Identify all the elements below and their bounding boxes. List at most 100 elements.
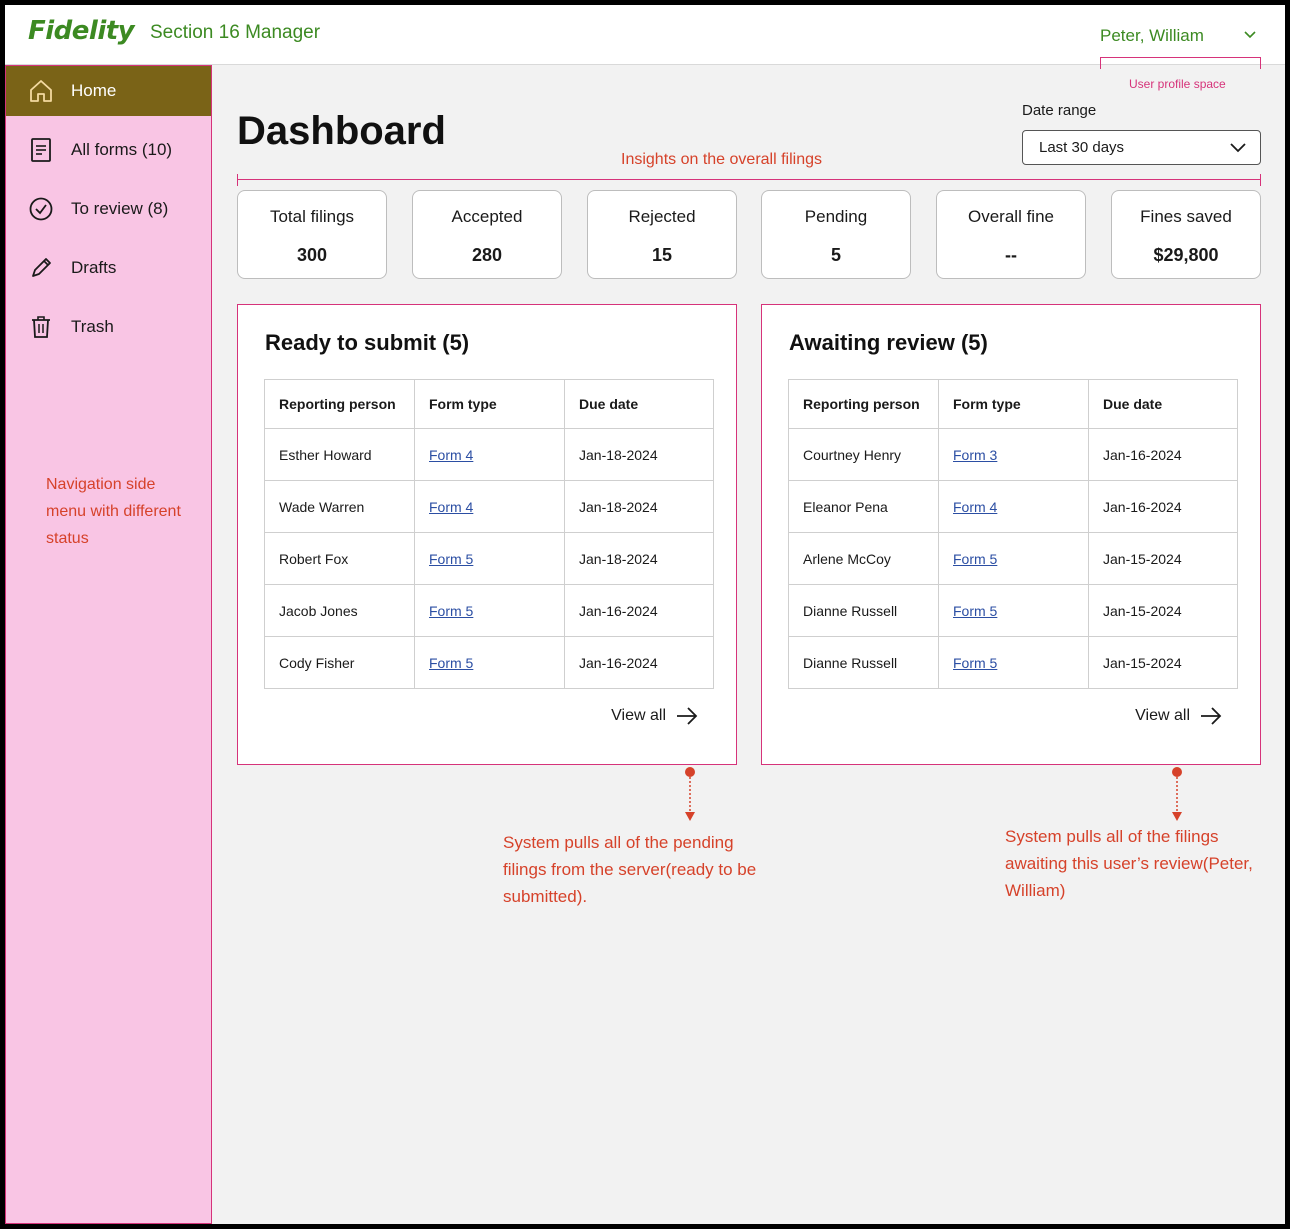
reporting-person-cell: Courtney Henry	[788, 428, 939, 481]
table-row: Jacob Jones Form 5 Jan-16-2024	[264, 584, 714, 637]
sidebar-item-to-review[interactable]: To review (8)	[6, 184, 211, 234]
document-icon	[28, 137, 54, 163]
awaiting-review-annotation-note: System pulls all of the filings awaiting…	[1005, 827, 1253, 900]
top-header: Fidelity Section 16 Manager Peter, Willi…	[5, 5, 1285, 65]
due-date-cell: Jan-18-2024	[564, 428, 714, 481]
date-range-value: Last 30 days	[1039, 139, 1125, 156]
user-profile-menu[interactable]: Peter, William	[1100, 26, 1204, 46]
table-row: Dianne Russell Form 5 Jan-15-2024	[788, 584, 1238, 637]
form-link[interactable]: Form 5	[429, 550, 474, 567]
stat-label: Total filings	[269, 207, 355, 226]
sidebar-item-trash[interactable]: Trash	[6, 302, 211, 352]
form-type-cell: Form 5	[938, 532, 1089, 585]
pencil-icon	[28, 255, 54, 281]
table-row: Robert Fox Form 5 Jan-18-2024	[264, 532, 714, 585]
due-date-cell: Jan-16-2024	[1088, 480, 1238, 533]
form-link[interactable]: Form 4	[953, 498, 998, 515]
column-header: Due date	[1088, 379, 1238, 429]
sidebar-item-home[interactable]: Home	[6, 66, 211, 116]
form-link[interactable]: Form 4	[429, 498, 474, 515]
form-link[interactable]: Form 4	[429, 446, 474, 463]
stat-label: Pending	[804, 207, 868, 226]
reporting-person-cell: Robert Fox	[264, 532, 415, 585]
view-all-button[interactable]: View all	[611, 707, 698, 725]
form-type-cell: Form 4	[938, 480, 1089, 533]
sidebar-item-label: Drafts	[71, 258, 117, 277]
form-link[interactable]: Form 5	[953, 550, 998, 567]
form-type-cell: Form 5	[938, 636, 1089, 689]
form-type-cell: Form 5	[414, 584, 565, 637]
sidebar-annotation-note: Navigation side menu with different stat…	[46, 476, 181, 547]
awaiting-review-table: Reporting person Form type Due date Cour…	[788, 379, 1238, 689]
table-row: Dianne Russell Form 5 Jan-15-2024	[788, 636, 1238, 689]
reporting-person-cell: Arlene McCoy	[788, 532, 939, 585]
home-icon	[28, 78, 54, 104]
stat-value: 15	[651, 245, 673, 265]
sidebar-item-all-forms[interactable]: All forms (10)	[6, 125, 211, 175]
due-date-cell: Jan-18-2024	[564, 480, 714, 533]
form-type-cell: Form 5	[414, 636, 565, 689]
annotation-arrow	[685, 767, 695, 821]
ready-to-submit-annotation-note: System pulls all of the pending filings …	[503, 833, 757, 906]
column-header: Due date	[564, 379, 714, 429]
stat-card-total-filings: Total filings 300	[237, 190, 387, 279]
column-header: Reporting person	[788, 379, 939, 429]
chevron-down-icon[interactable]	[1243, 30, 1257, 40]
chevron-down-icon	[1230, 143, 1246, 153]
form-type-cell: Form 5	[414, 532, 565, 585]
table-row: Cody Fisher Form 5 Jan-16-2024	[264, 636, 714, 689]
user-name[interactable]: Peter, William	[1100, 26, 1204, 45]
form-type-cell: Form 4	[414, 428, 565, 481]
stat-value: 300	[296, 245, 328, 265]
stat-label: Rejected	[628, 207, 696, 226]
ready-to-submit-panel: Ready to submit (5) Reporting person For…	[237, 304, 737, 765]
stat-value: 280	[471, 245, 503, 265]
table-row: Wade Warren Form 4 Jan-18-2024	[264, 480, 714, 533]
table-header-row: Reporting person Form type Due date	[264, 379, 714, 429]
column-header: Form type	[414, 379, 565, 429]
date-range-select[interactable]: Last 30 days	[1022, 130, 1261, 165]
form-type-cell: Form 4	[414, 480, 565, 533]
reporting-person-cell: Wade Warren	[264, 480, 415, 533]
column-header: Reporting person	[264, 379, 415, 429]
panel-title: Awaiting review (5)	[789, 330, 988, 355]
form-link[interactable]: Form 3	[953, 446, 998, 463]
due-date-cell: Jan-16-2024	[1088, 428, 1238, 481]
reporting-person-cell: Eleanor Pena	[788, 480, 939, 533]
due-date-cell: Jan-16-2024	[564, 636, 714, 689]
trash-icon	[28, 314, 54, 340]
stat-value: --	[1005, 245, 1017, 265]
stat-card-accepted: Accepted 280	[412, 190, 562, 279]
form-link[interactable]: Form 5	[953, 602, 998, 619]
arrow-right-icon	[1201, 707, 1222, 725]
table-row: Courtney Henry Form 3 Jan-16-2024	[788, 428, 1238, 481]
column-header: Form type	[938, 379, 1089, 429]
annotation-arrow	[1172, 767, 1182, 821]
stat-card-fines-saved: Fines saved $29,800	[1111, 190, 1261, 279]
form-link[interactable]: Form 5	[429, 654, 474, 671]
due-date-cell: Jan-15-2024	[1088, 532, 1238, 585]
view-all-button[interactable]: View all	[1135, 707, 1222, 725]
profile-annotation-bracket	[1100, 57, 1261, 69]
stat-card-rejected: Rejected 15	[587, 190, 737, 279]
table-row: Eleanor Pena Form 4 Jan-16-2024	[788, 480, 1238, 533]
form-link[interactable]: Form 5	[953, 654, 998, 671]
fidelity-logo[interactable]: Fidelity	[28, 16, 135, 46]
profile-annotation-note: User profile space	[1129, 77, 1226, 91]
stat-card-overall-fine: Overall fine --	[936, 190, 1086, 279]
sidebar-item-drafts[interactable]: Drafts	[6, 243, 211, 293]
form-link[interactable]: Form 5	[429, 602, 474, 619]
reporting-person-cell: Dianne Russell	[788, 584, 939, 637]
stat-label: Accepted	[451, 207, 523, 226]
table-row: Esther Howard Form 4 Jan-18-2024	[264, 428, 714, 481]
reporting-person-cell: Dianne Russell	[788, 636, 939, 689]
app-name: Section 16 Manager	[150, 22, 321, 43]
page-title: Dashboard	[237, 109, 446, 153]
check-circle-icon	[28, 196, 54, 222]
sidebar-item-label: All forms (10)	[71, 140, 173, 159]
form-type-cell: Form 3	[938, 428, 1089, 481]
due-date-cell: Jan-18-2024	[564, 532, 714, 585]
insights-annotation-note: Insights on the overall filings	[621, 151, 822, 168]
view-all-label: View all	[1135, 707, 1190, 724]
sidebar-item-label: Trash	[71, 317, 114, 336]
